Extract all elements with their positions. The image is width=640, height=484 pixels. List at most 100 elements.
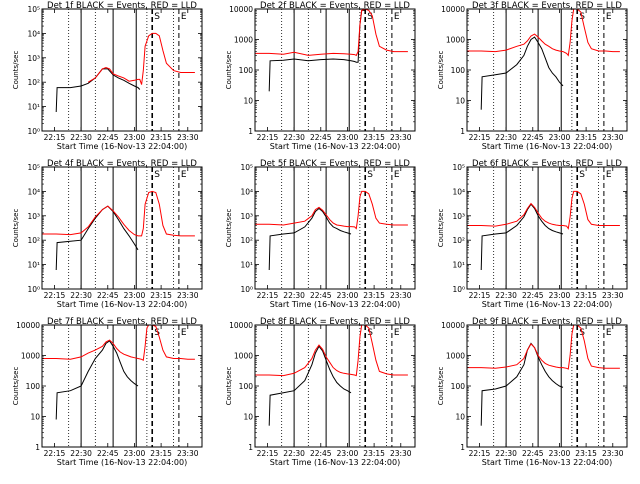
x-tick-label: 22:30 (70, 133, 92, 142)
y-tick-label: 10⁰ (27, 127, 40, 136)
x-tick-label: 23:15 (575, 133, 597, 142)
y-tick-label: 100 (451, 66, 466, 75)
x-tick-label: 23:30 (390, 133, 412, 142)
y-tick-label: 10 (30, 413, 40, 422)
y-tick-label: 10² (240, 236, 253, 245)
y-tick-label: 10 (243, 413, 253, 422)
x-tick-label: 22:45 (522, 449, 544, 458)
marker-e: E (606, 12, 612, 22)
y-axis-label: Counts/sec (225, 367, 233, 406)
panel-title: Det 2f BLACK = Events, RED = LLD (260, 1, 410, 11)
panel-title: Det 6f BLACK = Events, RED = LLD (472, 159, 622, 169)
y-tick-label: 100 (239, 382, 254, 391)
y-tick-label: 10⁵ (452, 163, 465, 172)
x-tick-label: 22:15 (469, 133, 491, 142)
series-group (467, 9, 620, 110)
y-axis-label: Counts/sec (12, 367, 20, 406)
y-tick-label: 1 (460, 127, 465, 136)
x-tick-label: 23:00 (337, 291, 359, 300)
y-tick-label: 10³ (27, 54, 40, 63)
panel-title: Det 4f BLACK = Events, RED = LLD (47, 159, 197, 169)
y-tick-label: 10⁰ (27, 285, 40, 294)
x-axis-label: Start Time (16-Nov-13 22:04:00) (57, 300, 187, 309)
y-tick-label: 10⁰ (240, 285, 253, 294)
axes-frame (41, 8, 203, 132)
x-tick-label: 22:45 (97, 133, 119, 142)
marker-e: E (181, 170, 187, 180)
axes-frame (41, 166, 203, 290)
y-tick-label: 1 (248, 443, 253, 452)
panel-title: Det 7f BLACK = Events, RED = LLD (47, 317, 197, 327)
panel-2: S E 1 10 100 1000 10000 22:15 22:30 22:45 23:00 23:… (225, 1, 416, 151)
x-axis-label: Start Time (16-Nov-13 22:04:00) (482, 142, 612, 151)
x-tick-label: 23:00 (549, 291, 571, 300)
x-tick-label: 23:30 (390, 449, 412, 458)
y-tick-label: 10⁵ (27, 5, 40, 14)
x-tick-label: 23:00 (124, 449, 146, 458)
series-group (55, 32, 195, 113)
y-tick-label: 100 (26, 382, 41, 391)
x-tick-label: 23:15 (575, 291, 597, 300)
panel-1: S E 10⁰ 10¹ 10² 10³ 10⁴ 10⁵ 22:15 22:30 22:45 23:00… (12, 1, 203, 151)
x-tick-label: 22:15 (469, 291, 491, 300)
y-tick-label: 10³ (27, 212, 40, 221)
reference-lines (281, 9, 393, 131)
lld-line (42, 190, 195, 237)
x-tick-label: 23:30 (390, 291, 412, 300)
y-tick-label: 1000 (234, 352, 253, 361)
reference-lines (493, 9, 605, 131)
x-tick-label: 22:30 (283, 291, 305, 300)
events-line (480, 203, 564, 271)
x-axis-label: Start Time (16-Nov-13 22:04:00) (482, 300, 612, 309)
x-tick-label: 22:15 (44, 449, 66, 458)
panel-7: S E 1 10 100 1000 10000 22:15 22:30 22:45 23:00 23:… (12, 317, 203, 467)
x-tick-label: 22:15 (257, 133, 279, 142)
lld-line (255, 325, 408, 377)
y-tick-label: 100 (451, 382, 466, 391)
reference-lines (281, 325, 393, 447)
x-tick-label: 22:45 (310, 449, 332, 458)
y-tick-label: 10 (243, 97, 253, 106)
series-group (42, 190, 195, 271)
x-tick-label: 23:00 (124, 291, 146, 300)
x-tick-label: 23:30 (177, 133, 199, 142)
axes-frame (254, 166, 416, 290)
x-tick-label: 22:30 (495, 449, 517, 458)
x-tick-label: 22:30 (70, 291, 92, 300)
y-tick-label: 10² (452, 236, 465, 245)
x-tick-label: 22:30 (70, 449, 92, 458)
lld-line (42, 325, 195, 361)
x-tick-label: 22:30 (495, 291, 517, 300)
y-axis-label: Counts/sec (12, 51, 20, 90)
x-tick-label: 23:15 (363, 133, 385, 142)
x-tick-label: 22:15 (469, 449, 491, 458)
panel-title: Det 3f BLACK = Events, RED = LLD (472, 1, 622, 11)
lld-line (467, 325, 620, 370)
y-tick-label: 10 (455, 413, 465, 422)
y-tick-label: 10⁴ (27, 29, 40, 38)
x-tick-label: 23:15 (150, 133, 172, 142)
series-group (467, 325, 620, 426)
y-axis-label: Counts/sec (437, 51, 445, 90)
x-tick-label: 23:15 (150, 291, 172, 300)
marker-s: S (154, 328, 160, 338)
y-tick-label: 10² (27, 236, 40, 245)
marker-e: E (394, 328, 400, 338)
series-group (467, 190, 620, 271)
y-tick-label: 10⁴ (240, 187, 253, 196)
y-tick-label: 10 (455, 97, 465, 106)
y-tick-label: 10000 (229, 5, 253, 14)
y-tick-label: 1000 (446, 352, 465, 361)
x-tick-label: 22:45 (97, 449, 119, 458)
marker-e: E (606, 170, 612, 180)
reference-lines (68, 167, 180, 289)
x-tick-label: 23:30 (177, 291, 199, 300)
x-tick-label: 23:00 (549, 133, 571, 142)
x-tick-label: 22:30 (283, 449, 305, 458)
x-tick-label: 22:45 (310, 291, 332, 300)
x-axis-label: Start Time (16-Nov-13 22:04:00) (482, 458, 612, 467)
